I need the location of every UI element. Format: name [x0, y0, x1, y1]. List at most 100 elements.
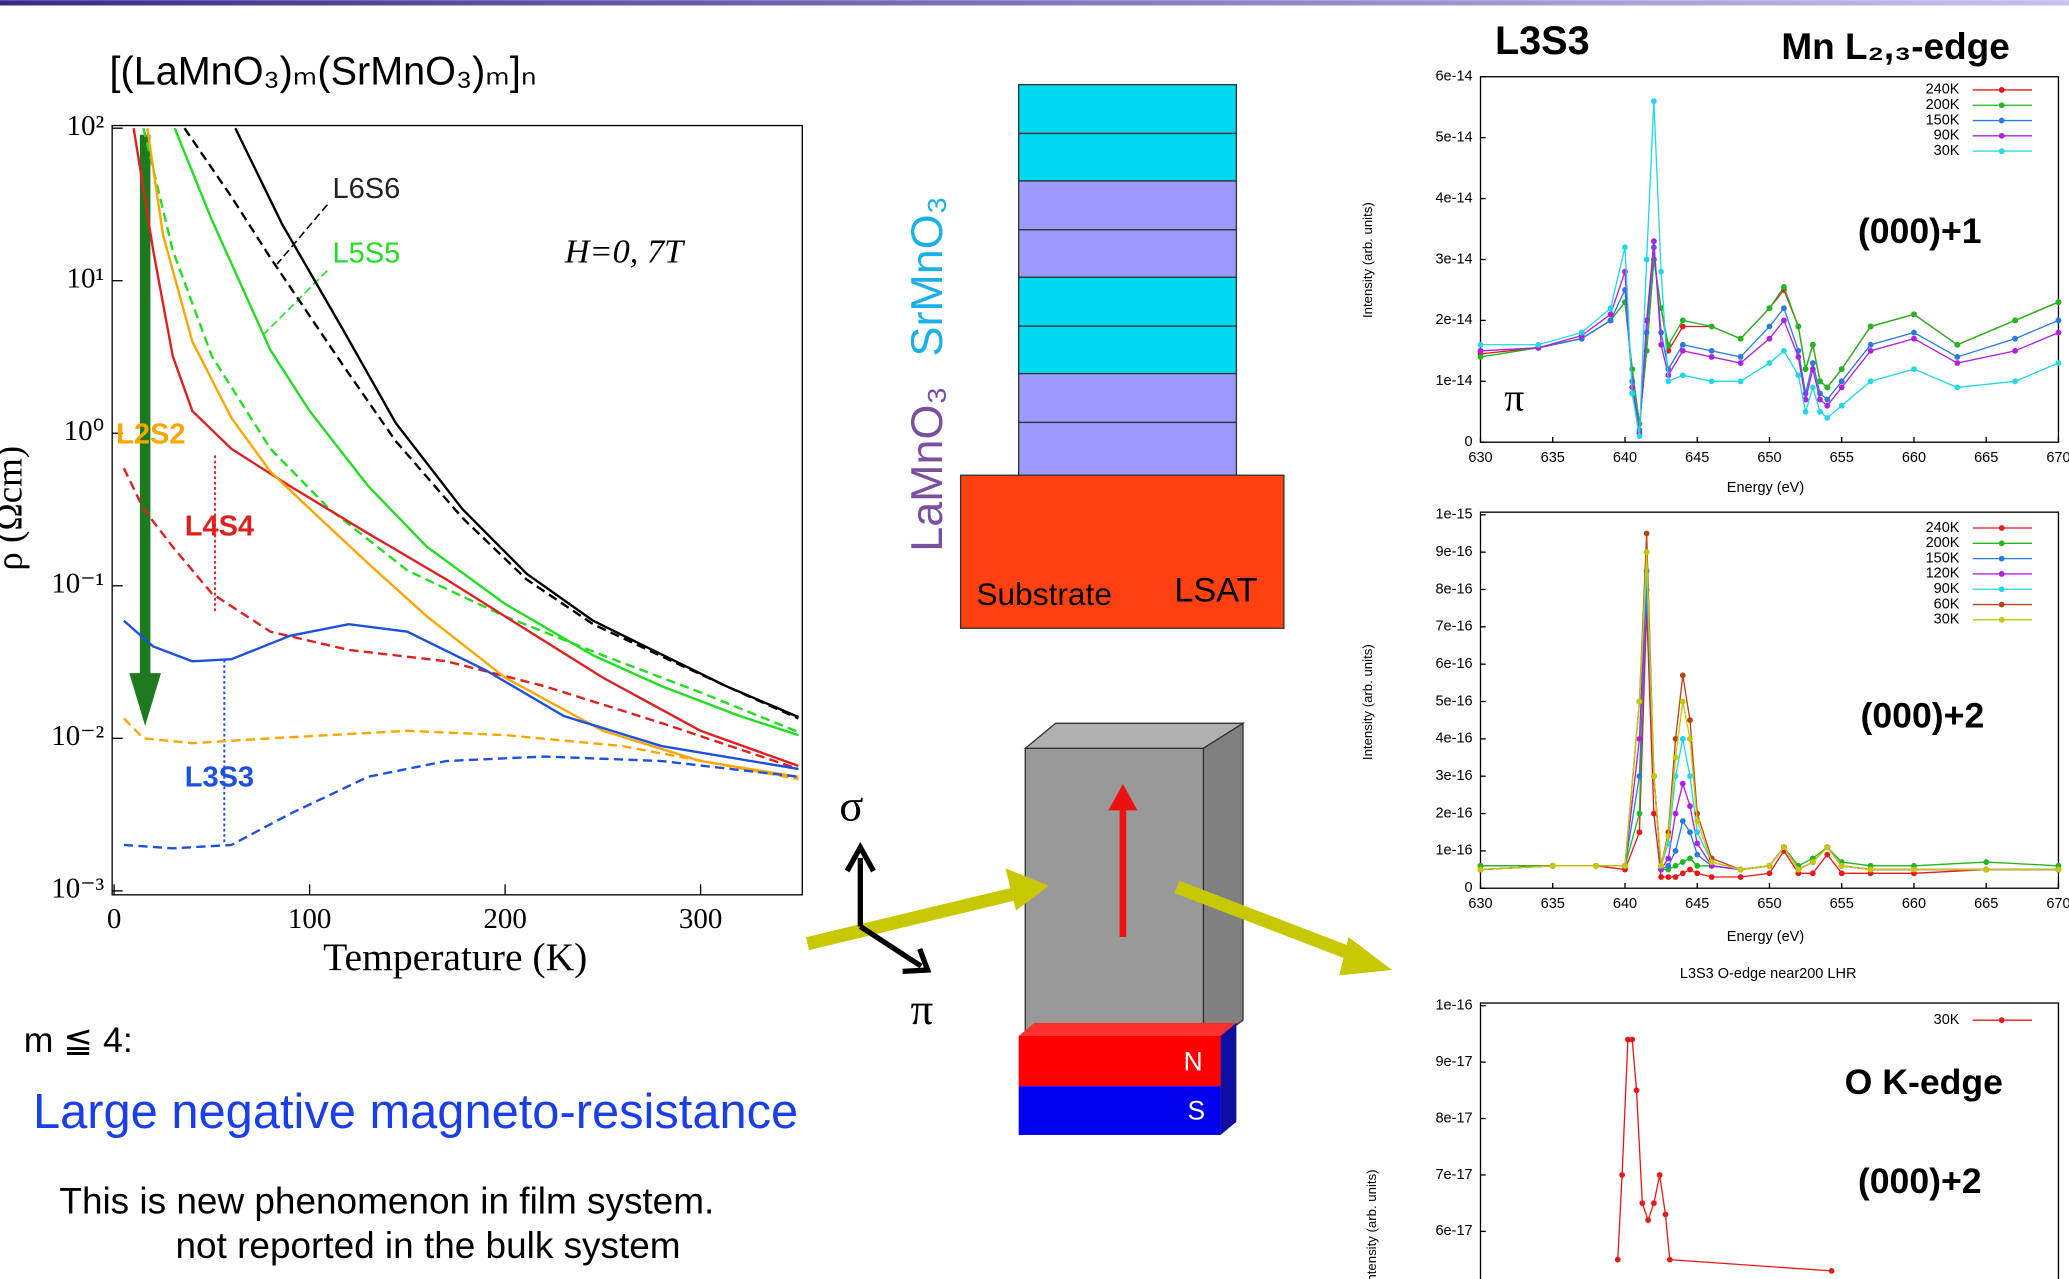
data-point [1709, 378, 1715, 384]
data-point [1868, 867, 1874, 873]
data-point [1615, 1257, 1621, 1263]
x-tick-label: 655 [1830, 450, 1854, 466]
data-point [1680, 348, 1686, 354]
data-point [1795, 372, 1801, 378]
series-line [1480, 101, 2058, 436]
annotation: (000)+2 [1861, 695, 1985, 735]
data-point [1795, 867, 1801, 873]
chart-title: L3S3 O-edge near200 LHR [1680, 966, 1857, 982]
data-point [1680, 699, 1686, 705]
annotation: L3S3 [1495, 19, 1590, 63]
data-point [1795, 354, 1801, 360]
data-point [1911, 366, 1917, 372]
x-tick-label: 650 [1757, 896, 1781, 912]
sample-front [1025, 748, 1203, 1049]
legend-label: 30K [1934, 143, 1960, 159]
data-point [1738, 867, 1744, 873]
layer [1019, 133, 1237, 181]
legend-marker [1999, 602, 2005, 608]
layer-b-label: SrMnO₃ [901, 196, 952, 356]
data-point [1663, 1212, 1669, 1218]
data-point [1983, 867, 1989, 873]
series-line [134, 128, 799, 766]
data-point [1829, 1268, 1835, 1274]
data-point [1694, 841, 1700, 847]
data-point [1665, 855, 1671, 861]
legend-label: 200K [1926, 535, 1960, 551]
legend-marker [1999, 540, 2005, 546]
data-point [1608, 311, 1614, 317]
x-tick-label: 640 [1613, 450, 1637, 466]
data-point [1658, 330, 1664, 336]
data-point [2056, 867, 2062, 873]
data-point [1839, 366, 1845, 372]
data-point [1680, 342, 1686, 348]
data-point [1839, 870, 1845, 876]
data-point [1781, 305, 1787, 311]
y-tick-label: 7e-17 [1435, 1167, 1472, 1183]
layer [1019, 181, 1237, 230]
data-point [1694, 870, 1700, 876]
data-point [1810, 385, 1816, 391]
data-point [1839, 863, 1845, 869]
data-point [1673, 863, 1679, 869]
data-point [1767, 863, 1773, 869]
data-point [2056, 330, 2062, 336]
data-point [1550, 863, 1556, 869]
x-tick-label: 660 [1902, 450, 1926, 466]
x-tick-label: 100 [288, 903, 332, 935]
y-tick-label: 6e-17 [1435, 1223, 1472, 1239]
y-tick-label: 2e-14 [1435, 312, 1472, 328]
data-point [1680, 818, 1686, 824]
y-tick-label: 0 [1465, 434, 1473, 450]
y-axis-label: ρ (Ωcm) [0, 446, 31, 571]
data-point [1673, 755, 1679, 761]
data-point [1817, 397, 1823, 403]
data-point [1651, 98, 1657, 104]
legend-marker [1999, 586, 2005, 592]
data-point [1709, 354, 1715, 360]
data-point [1665, 378, 1671, 384]
series-line [147, 128, 798, 777]
chart: 01e-142e-143e-144e-145e-146e-14630635640… [1360, 19, 2069, 496]
legend-marker [1999, 118, 2005, 124]
y-tick-label: 1e-14 [1435, 373, 1472, 389]
data-point [1767, 870, 1773, 876]
data-point [1824, 844, 1830, 850]
legend-marker [1999, 148, 2005, 154]
data-point [1665, 874, 1671, 880]
page: { "title":"[(LaMnO₃)ₘ(SrMnO₃)ₘ]ₙ", "note… [0, 0, 2069, 1279]
legend-label: 200K [1926, 97, 1960, 113]
x-axis-label: Energy (eV) [1727, 480, 1804, 496]
data-point [1810, 366, 1816, 372]
layer-stack [961, 85, 1284, 629]
data-point [1810, 360, 1816, 366]
x-tick-label: 640 [1613, 896, 1637, 912]
sigma-label: σ [839, 781, 863, 831]
data-point [1694, 818, 1700, 824]
data-point [1709, 874, 1715, 880]
legend-label: 30K [1934, 612, 1960, 628]
data-point [1781, 844, 1787, 850]
data-point [1629, 391, 1635, 397]
data-point [1644, 531, 1650, 537]
data-point [1781, 317, 1787, 323]
y-tick-label: 10⁻² [51, 720, 104, 752]
x-axis-label: Energy (eV) [1727, 929, 1804, 945]
note-line: not reported in the bulk system [175, 1225, 680, 1266]
y-tick-label: 9e-16 [1435, 544, 1472, 560]
data-point [1824, 397, 1830, 403]
x-tick-label: 300 [679, 903, 723, 935]
legend-label: 90K [1934, 581, 1960, 597]
data-point [1680, 672, 1686, 678]
data-point [1658, 269, 1664, 275]
top-bar [0, 0, 2069, 5]
layer [1019, 277, 1237, 326]
data-point [1983, 859, 1989, 865]
data-point [1687, 736, 1693, 742]
data-point [1478, 354, 1484, 360]
annotation: L2S2 [116, 418, 185, 450]
y-tick-label: 4e-16 [1435, 731, 1472, 747]
annotation: O K-edge [1845, 1062, 2003, 1102]
data-point [1637, 736, 1643, 742]
